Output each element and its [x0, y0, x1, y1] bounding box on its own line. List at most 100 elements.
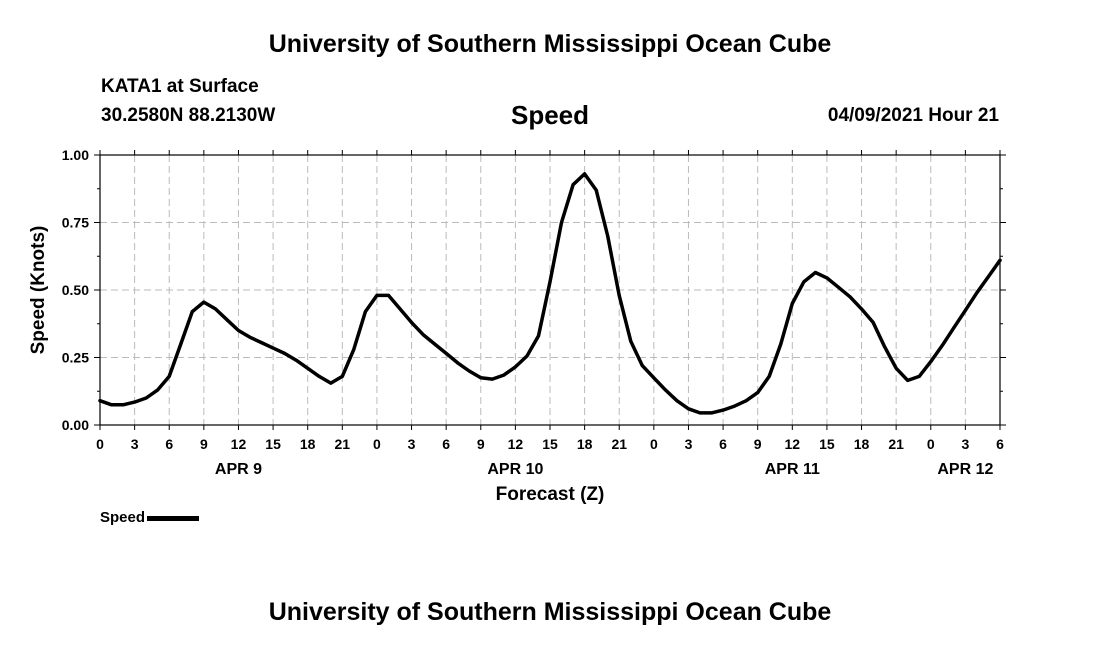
data-point: [294, 358, 298, 362]
data-point: [133, 400, 137, 404]
data-point: [848, 295, 852, 299]
data-point: [698, 411, 702, 415]
y-axis-label: Speed (Knots): [28, 226, 49, 355]
data-point: [329, 381, 333, 385]
data-point: [906, 378, 910, 382]
y-tick-label: 0.00: [62, 417, 89, 433]
station-label: KATA1 at Surface: [101, 76, 259, 97]
data-point: [513, 365, 517, 369]
x-tick-label: 21: [611, 436, 627, 452]
data-point: [963, 308, 967, 312]
x-tick-label: 3: [408, 436, 416, 452]
data-point: [421, 333, 425, 337]
x-tick-label: 18: [577, 436, 593, 452]
data-point: [190, 310, 194, 314]
coordinates-label: 30.2580N 88.2130W: [101, 105, 276, 126]
data-point: [629, 339, 633, 343]
data-point: [156, 388, 160, 392]
x-tick-label: 9: [200, 436, 208, 452]
data-point: [560, 221, 563, 224]
data-point: [387, 293, 390, 297]
data-point: [744, 399, 748, 403]
data-point: [317, 374, 321, 378]
data-point: [756, 391, 760, 395]
data-point: [675, 399, 679, 403]
x-tick-label: 9: [477, 436, 485, 452]
data-point: [825, 276, 829, 280]
x-tick-label: 21: [335, 436, 351, 452]
legend-label: Speed: [100, 509, 146, 526]
variable-title: Speed: [510, 100, 590, 130]
data-point: [871, 320, 875, 324]
data-point: [929, 360, 933, 364]
data-point: [98, 399, 102, 403]
data-point: [398, 307, 402, 311]
x-tick-label: 18: [854, 436, 870, 452]
x-tick-label: 12: [508, 436, 524, 452]
data-point: [537, 334, 540, 338]
data-point: [237, 329, 240, 332]
data-point: [271, 346, 275, 350]
data-point: [548, 280, 552, 284]
x-tick-label: 6: [442, 436, 450, 452]
data-point: [952, 326, 956, 330]
data-point: [790, 302, 794, 305]
x-tick-label: 12: [231, 436, 247, 452]
x-tick-label: 18: [300, 436, 316, 452]
data-point: [456, 361, 460, 365]
legend: Speed: [100, 509, 200, 526]
data-point: [110, 403, 113, 407]
datetime-label: 04/09/2021 Hour 21: [827, 105, 999, 126]
data-point: [202, 300, 206, 304]
data-point: [652, 376, 656, 380]
x-tick-label: 15: [819, 436, 835, 452]
data-point: [260, 341, 263, 345]
data-point: [490, 377, 494, 381]
data-point: [917, 374, 921, 378]
data-point: [144, 396, 148, 400]
x-tick-label: 3: [961, 436, 969, 452]
data-point: [767, 374, 771, 378]
data-point: [467, 369, 471, 373]
x-tick-label: 0: [927, 436, 935, 452]
data-point: [444, 351, 448, 355]
legend-line-swatch: [147, 515, 200, 521]
grid-layer: [100, 155, 1000, 425]
data-point: [363, 310, 367, 314]
data-point: [721, 408, 725, 412]
x-tick-label: 15: [542, 436, 558, 452]
data-point: [583, 172, 587, 176]
x-tick-label: 6: [165, 436, 173, 452]
data-point: [502, 373, 506, 377]
data-point: [883, 345, 887, 349]
series-layer: [98, 172, 1002, 415]
data-point: [663, 388, 667, 392]
data-point: [283, 351, 287, 355]
data-point: [433, 342, 437, 346]
data-point: [606, 234, 610, 238]
page-title: University of Southern Mississippi Ocean…: [268, 30, 832, 58]
x-tick-label: 12: [785, 436, 801, 452]
x-tick-label: 3: [131, 436, 139, 452]
data-point: [687, 407, 690, 411]
data-point: [894, 366, 898, 370]
data-point: [975, 291, 979, 295]
data-point: [837, 285, 840, 289]
x-tick-label: 9: [754, 436, 762, 452]
x-tick-label: 0: [650, 436, 658, 452]
data-point: [352, 347, 356, 351]
x-tick-label: 21: [888, 436, 904, 452]
data-point: [479, 376, 483, 380]
data-point: [594, 188, 598, 192]
data-point: [779, 342, 783, 346]
data-point: [167, 374, 171, 378]
x-tick-label: 15: [265, 436, 281, 452]
data-point: [121, 403, 125, 407]
x-day-label: APR 12: [937, 461, 993, 478]
y-tick-label: 0.25: [62, 350, 89, 366]
y-tick-label: 0.50: [62, 282, 89, 298]
data-point: [248, 335, 252, 339]
ticks-layer: 0.00 0.25 0.50 0.75 1.00 0 3 6 9 12 15 18 21 0 3 6 9 12 15…: [62, 147, 1006, 478]
data-point: [860, 307, 863, 311]
